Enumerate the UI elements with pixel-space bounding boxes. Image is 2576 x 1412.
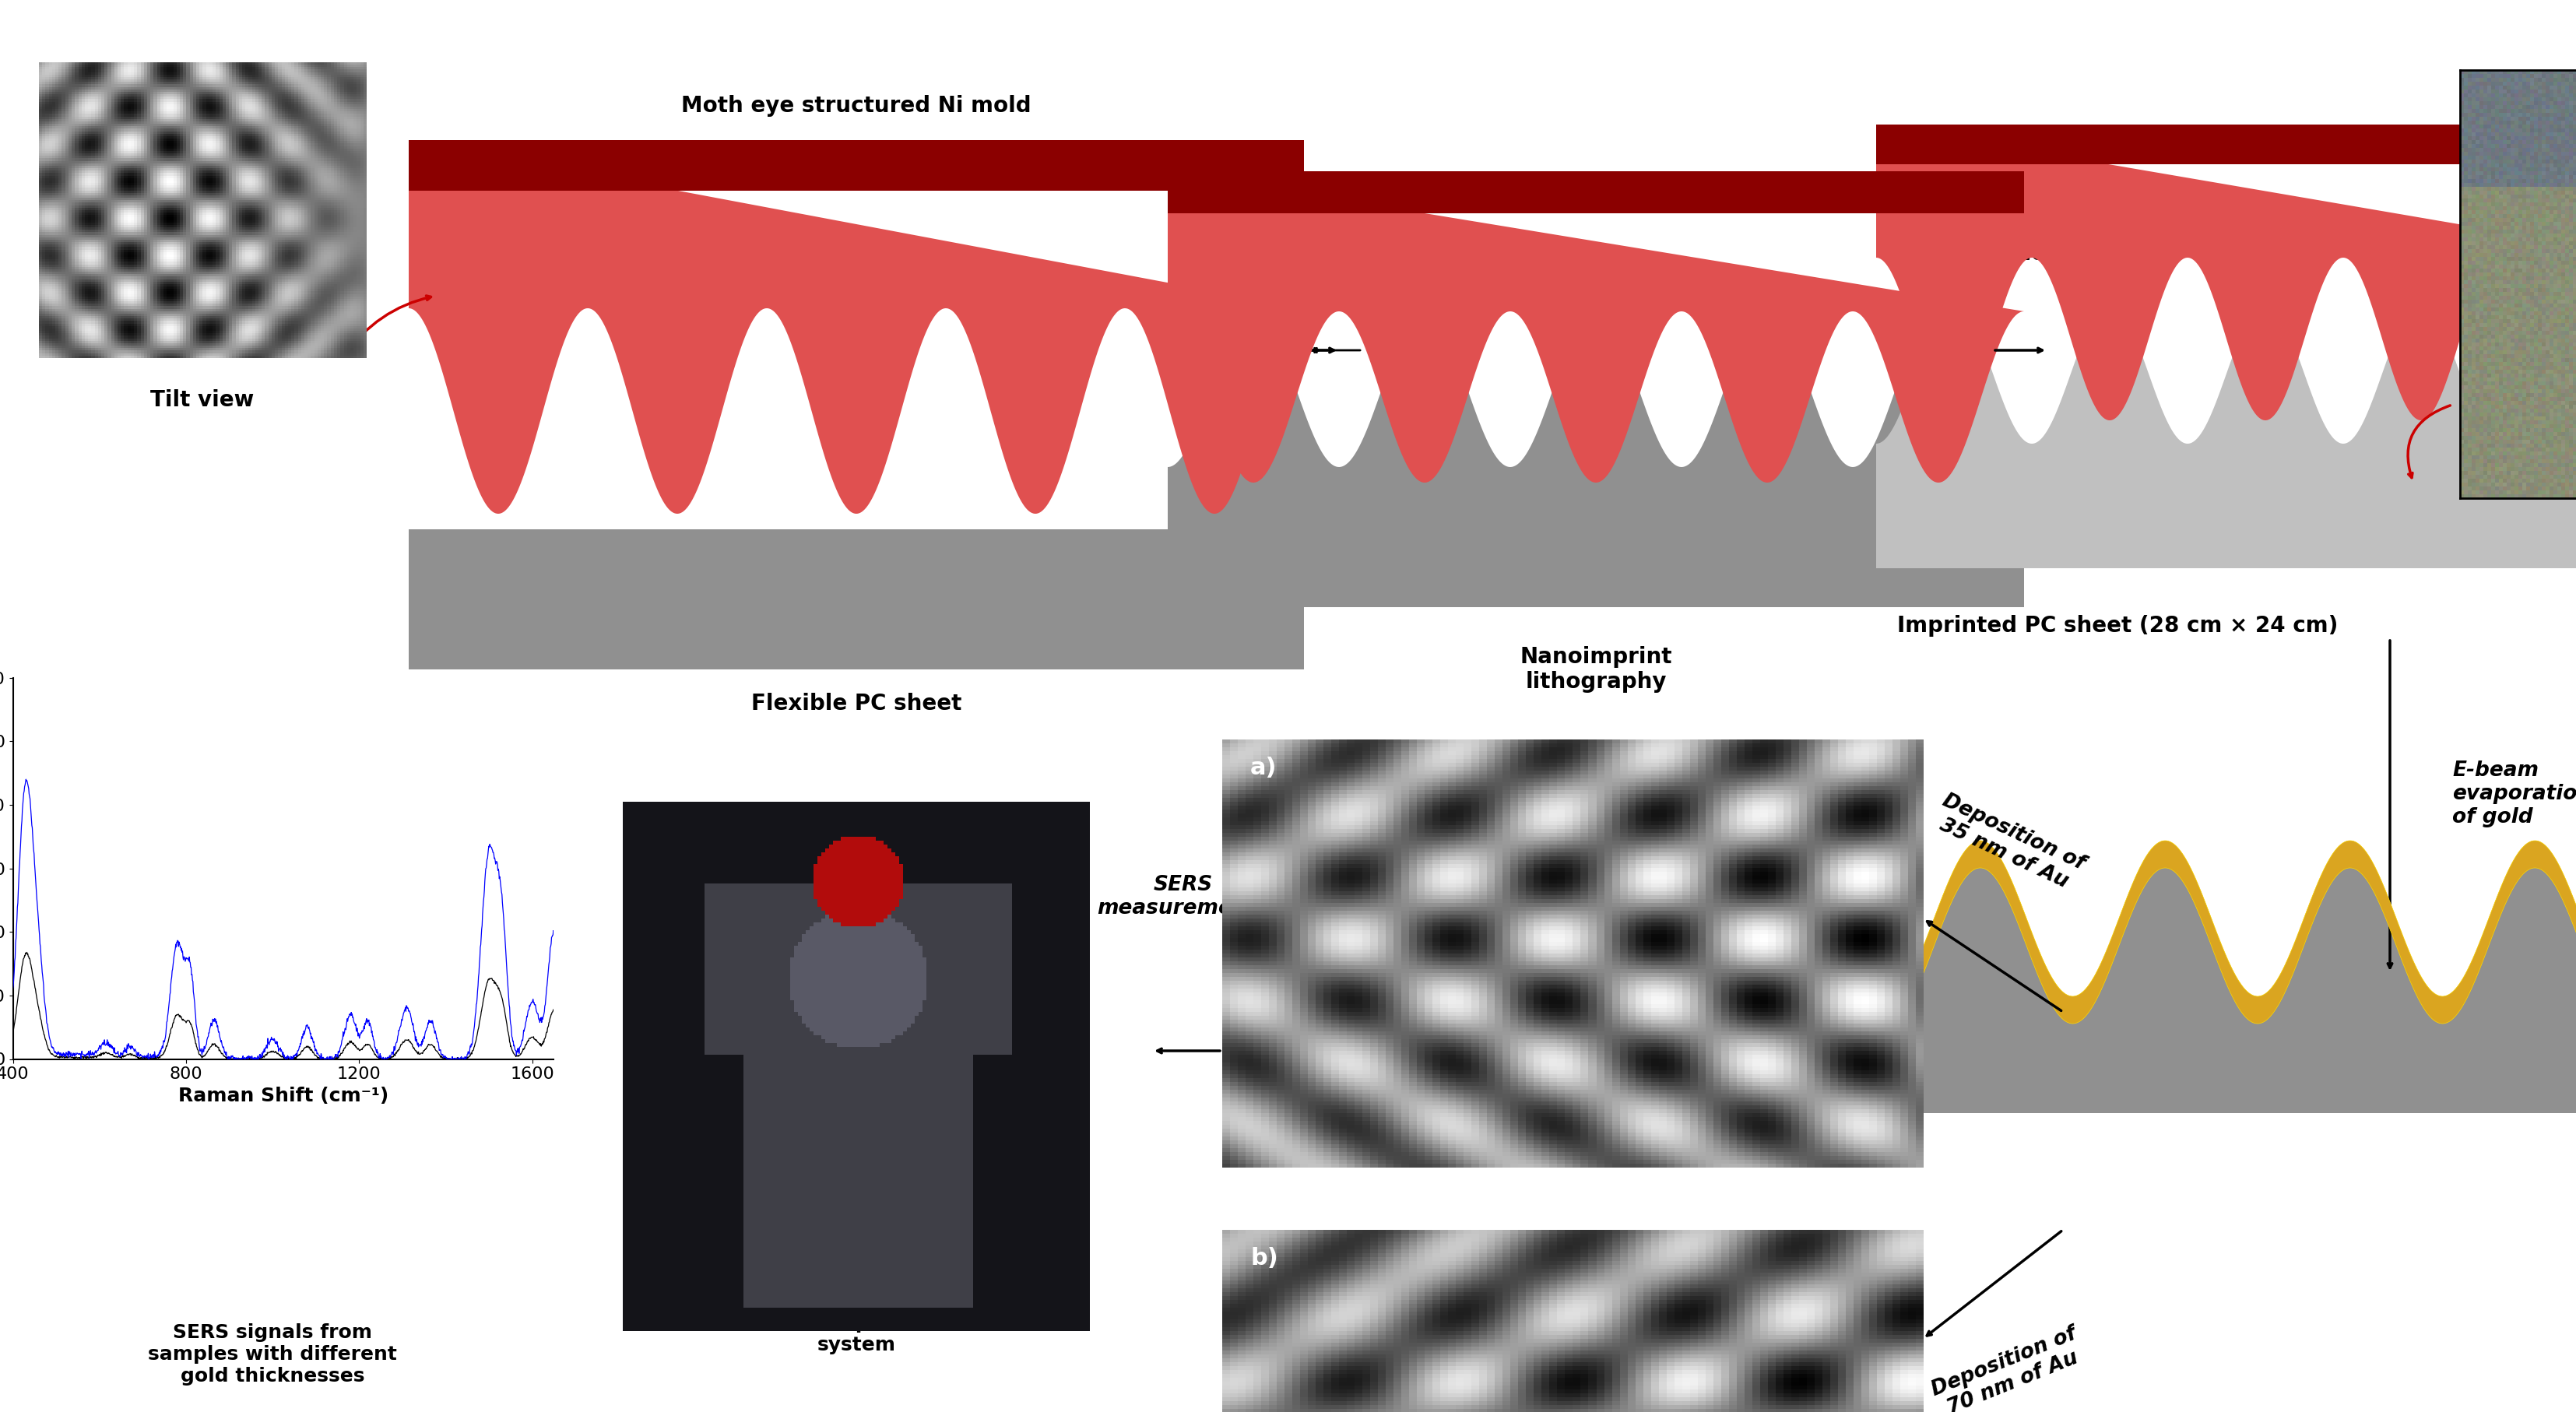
Text: Flexible PC sheet: Flexible PC sheet (752, 693, 961, 714)
Polygon shape (1167, 171, 2025, 213)
Text: Deposition of
70 nm of Au: Deposition of 70 nm of Au (1929, 1323, 2089, 1412)
Text: E-beam
evaporation
of gold: E-beam evaporation of gold (2452, 761, 2576, 827)
X-axis label: Raman Shift (cm⁻¹): Raman Shift (cm⁻¹) (178, 1086, 389, 1106)
Text: b): b) (1249, 1247, 1278, 1269)
Polygon shape (1875, 124, 2576, 164)
Polygon shape (410, 140, 1303, 191)
Polygon shape (1888, 840, 2576, 1113)
Text: Nanoimprint
lithography: Nanoimprint lithography (1520, 647, 1672, 693)
Polygon shape (1167, 171, 2025, 483)
Text: SERS
measurements: SERS measurements (1097, 875, 1270, 918)
Polygon shape (1875, 304, 2576, 568)
Text: a): a) (1249, 757, 1278, 779)
Text: Demold: Demold (1981, 244, 2069, 264)
Polygon shape (1875, 124, 2576, 421)
Text: Moth eye structured Ni mold: Moth eye structured Ni mold (680, 95, 1030, 117)
Text: Imprinted PC sheet (28 cm × 24 cm): Imprinted PC sheet (28 cm × 24 cm) (1896, 616, 2339, 637)
Polygon shape (1888, 840, 2576, 1024)
Text: SERS signals from
samples with different
gold thicknesses: SERS signals from samples with different… (147, 1323, 397, 1385)
Text: 633 nm μRaman
system: 633 nm μRaman system (768, 1315, 945, 1354)
Text: NIL @ 160 °C,
50 bar for 300 s: NIL @ 160 °C, 50 bar for 300 s (1193, 196, 1376, 240)
Polygon shape (410, 140, 1303, 514)
Text: Tilt angle views (FESEM) of
imprinted PC samples coated
with gold of thicknesses: Tilt angle views (FESEM) of imprinted PC… (1396, 1302, 1718, 1385)
Text: Deposition of
35 nm of Au: Deposition of 35 nm of Au (1929, 791, 2087, 895)
Bar (410, 530, 1303, 669)
Text: Tilt view: Tilt view (149, 390, 255, 411)
Polygon shape (1167, 312, 2025, 607)
